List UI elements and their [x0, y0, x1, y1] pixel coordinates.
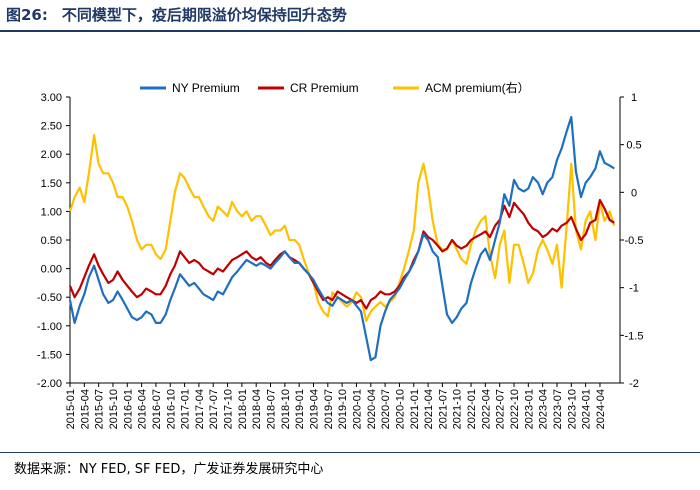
y-left-tick-label: 0.00	[41, 264, 62, 276]
x-tick-label: 2022-10	[509, 389, 521, 429]
legend-label: NY Premium	[172, 81, 240, 95]
x-tick-label: 2016-01	[122, 389, 134, 429]
footer-rule	[0, 452, 700, 453]
y-left-tick-label: 2.00	[41, 149, 62, 161]
x-tick-label: 2022-07	[495, 389, 507, 429]
x-tick-label: 2022-01	[466, 389, 478, 429]
x-tick-label: 2021-04	[423, 389, 435, 429]
x-tick-label: 2018-07	[266, 389, 278, 429]
x-tick-label: 2016-04	[137, 389, 149, 429]
y-right-tick-label: 0.5	[626, 140, 641, 152]
x-tick-label: 2017-04	[194, 389, 206, 429]
y-left-tick-label: 0.50	[41, 235, 62, 247]
x-tick-label: 2020-01	[351, 389, 363, 429]
figure-title-text: 不同模型下，疫后期限溢价均保持回升态势	[61, 6, 347, 24]
y-right-tick-label: -1	[629, 283, 639, 295]
x-tick-label: 2019-07	[323, 389, 335, 429]
y-left-tick-label: 1.00	[41, 206, 62, 218]
x-tick-label: 2015-04	[79, 389, 91, 429]
x-tick-label: 2018-01	[237, 389, 249, 429]
x-tick-label: 2021-07	[437, 389, 449, 429]
title-rule	[0, 30, 700, 32]
y-left-tick-label: 2.50	[41, 121, 62, 133]
y-right-tick-label: -1.5	[625, 330, 644, 342]
source-note: 数据来源：NY FED, SF FED，广发证券发展研究中心	[14, 462, 324, 477]
y-right-tick-label: 0	[631, 187, 637, 199]
chart: 3.002.502.001.501.000.500.00-0.50-1.00-1…	[37, 80, 644, 429]
y-left-tick-label: -1.50	[37, 349, 62, 361]
x-tick-label: 2017-01	[180, 389, 192, 429]
x-tick-label: 2023-10	[566, 389, 578, 429]
y-left-tick-label: -2.00	[37, 378, 62, 390]
x-tick-label: 2015-01	[65, 389, 77, 429]
y-right-tick-label: -2	[629, 378, 639, 390]
x-tick-label: 2020-10	[394, 389, 406, 429]
y-left-tick-label: 3.00	[41, 92, 62, 104]
legend-label: CR Premium	[290, 81, 359, 95]
x-tick-label: 2017-07	[208, 389, 220, 429]
x-tick-label: 2020-07	[380, 389, 392, 429]
x-tick-label: 2018-04	[251, 389, 263, 429]
y-right-tick-label: -0.5	[625, 235, 644, 247]
x-tick-label: 2015-07	[94, 389, 106, 429]
series-line-cr-premium	[68, 198, 615, 310]
x-tick-label: 2019-10	[337, 389, 349, 429]
x-tick-label: 2024-04	[595, 389, 607, 429]
x-tick-label: 2016-07	[151, 389, 163, 429]
x-tick-label: 2023-01	[523, 389, 535, 429]
x-tick-label: 2019-01	[294, 389, 306, 429]
y-left-tick-label: -0.50	[37, 292, 62, 304]
x-tick-label: 2017-10	[223, 389, 235, 429]
series-line-acm-premium-	[68, 134, 616, 323]
y-right-tick-label: 1	[631, 92, 637, 104]
x-tick-label: 2015-10	[108, 389, 120, 429]
figure-number: 图26:	[6, 6, 48, 24]
x-tick-label: 2023-07	[552, 389, 564, 429]
x-tick-label: 2023-04	[538, 389, 550, 429]
x-tick-label: 2021-10	[452, 389, 464, 429]
series-line-ny-premium	[68, 115, 615, 362]
figure-title: 图26: 不同模型下，疫后期限溢价均保持回升态势	[6, 4, 347, 25]
x-tick-label: 2019-04	[308, 389, 320, 429]
x-tick-label: 2018-10	[280, 389, 292, 429]
x-tick-label: 2021-01	[409, 389, 421, 429]
legend-label: ACM premium(右）	[425, 80, 530, 95]
y-left-tick-label: 1.50	[41, 178, 62, 190]
x-tick-label: 2024-01	[581, 389, 593, 429]
x-tick-label: 2016-10	[165, 389, 177, 429]
x-tick-label: 2022-04	[480, 389, 492, 429]
x-tick-label: 2020-04	[366, 389, 378, 429]
y-left-tick-label: -1.00	[37, 321, 62, 333]
